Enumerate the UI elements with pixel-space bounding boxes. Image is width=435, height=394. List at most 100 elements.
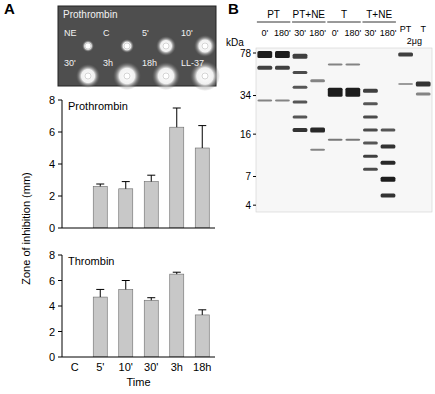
gel-band bbox=[328, 63, 343, 65]
gel-band bbox=[398, 53, 413, 57]
bar bbox=[170, 127, 184, 228]
well-label: 3h bbox=[103, 58, 113, 68]
x-axis bbox=[62, 357, 215, 358]
marker-label: 78 bbox=[240, 48, 252, 59]
gel-band bbox=[363, 129, 378, 132]
y-tick-label: 4 bbox=[49, 300, 55, 312]
x-tick-label: 30' bbox=[144, 361, 158, 373]
well-label: 30' bbox=[64, 58, 76, 68]
inhibition-zone bbox=[113, 62, 141, 90]
lane-label: 0' bbox=[261, 28, 268, 38]
group-label: T bbox=[341, 9, 347, 20]
error-cap bbox=[173, 272, 181, 273]
gel-band bbox=[257, 99, 272, 101]
gel-band bbox=[310, 79, 325, 82]
y-axis bbox=[62, 255, 63, 357]
gel-band bbox=[363, 142, 378, 145]
well bbox=[202, 43, 208, 49]
well-label: 5' bbox=[142, 28, 149, 38]
x-tick-label: C bbox=[71, 361, 79, 373]
error-cap bbox=[122, 280, 130, 281]
y-axis bbox=[62, 100, 63, 228]
chart-title: Thrombin bbox=[68, 255, 114, 267]
y-tick bbox=[58, 280, 62, 281]
y-tick-label: 4 bbox=[49, 158, 55, 170]
bar bbox=[144, 182, 158, 228]
plot-area bbox=[93, 272, 209, 357]
error-cap bbox=[147, 175, 155, 176]
x-axis-label: Time bbox=[126, 376, 150, 388]
gel-band bbox=[381, 144, 396, 148]
error-bar bbox=[173, 272, 181, 274]
x-tick-label: 18h bbox=[193, 361, 211, 373]
group-label: PT bbox=[267, 9, 280, 20]
group-line bbox=[362, 22, 395, 23]
gel-band bbox=[363, 115, 378, 118]
marker-tick bbox=[253, 53, 256, 54]
gel-band bbox=[293, 54, 308, 59]
gel-band bbox=[275, 66, 290, 70]
y-tick bbox=[58, 306, 62, 307]
group-line bbox=[257, 22, 290, 23]
x-tick-label: 3h bbox=[171, 361, 183, 373]
group-line bbox=[327, 22, 360, 23]
y-tick-label: 0 bbox=[49, 222, 55, 234]
inhibition-zone bbox=[82, 40, 94, 52]
marker-tick bbox=[253, 176, 256, 177]
y-tick bbox=[58, 331, 62, 332]
x-axis bbox=[62, 228, 215, 229]
error-bar bbox=[96, 184, 104, 186]
error-cap bbox=[198, 309, 206, 310]
error-bar bbox=[147, 175, 155, 181]
error-cap bbox=[198, 125, 206, 126]
lane-label: PT bbox=[400, 24, 412, 34]
x-tick-label: 5' bbox=[96, 361, 104, 373]
gel-band bbox=[381, 177, 396, 182]
gel-band bbox=[293, 101, 308, 104]
gel-band bbox=[363, 155, 378, 158]
lane-label: T bbox=[420, 24, 426, 34]
gel-band bbox=[345, 88, 360, 97]
panel-label: A bbox=[4, 0, 15, 17]
gel-band bbox=[310, 149, 325, 151]
marker-label: 34 bbox=[240, 90, 252, 101]
y-tick bbox=[58, 196, 62, 197]
error-cap bbox=[147, 297, 155, 298]
y-tick-label: 6 bbox=[49, 126, 55, 138]
gel-band bbox=[345, 63, 360, 65]
y-axis-label: Zone of inhibition (mm) bbox=[20, 172, 32, 285]
y-tick-label: 0 bbox=[49, 351, 55, 363]
well bbox=[163, 43, 169, 49]
gel-band bbox=[310, 128, 325, 133]
error-line bbox=[151, 175, 152, 181]
well bbox=[124, 43, 130, 49]
well-label: 18h bbox=[142, 58, 157, 68]
y-tick-label: 2 bbox=[49, 190, 55, 202]
y-tick bbox=[58, 132, 62, 133]
error-line bbox=[100, 289, 101, 297]
bar bbox=[119, 289, 133, 357]
lane-label: 180' bbox=[309, 28, 326, 38]
error-cap bbox=[96, 289, 104, 290]
inhibition-zone bbox=[156, 36, 176, 56]
y-tick-label: 8 bbox=[49, 249, 55, 261]
well-label: C bbox=[103, 28, 110, 38]
y-tick bbox=[58, 100, 62, 101]
lane-label: 0' bbox=[332, 28, 339, 38]
plot-area bbox=[93, 108, 209, 228]
well-label: LL-37 bbox=[181, 58, 204, 68]
error-bar bbox=[122, 281, 130, 290]
lane-label: 180' bbox=[274, 28, 291, 38]
gel-band bbox=[293, 115, 308, 118]
well-label: 10' bbox=[181, 28, 193, 38]
error-cap bbox=[173, 108, 181, 109]
error-bar bbox=[96, 289, 104, 297]
marker-label: 7 bbox=[245, 171, 251, 182]
error-line bbox=[176, 108, 177, 127]
bar bbox=[119, 189, 133, 228]
error-bar bbox=[147, 298, 155, 301]
gel-band bbox=[257, 66, 272, 70]
gel-band bbox=[398, 83, 413, 85]
marker-tick bbox=[253, 134, 256, 135]
gel-band bbox=[275, 99, 290, 101]
